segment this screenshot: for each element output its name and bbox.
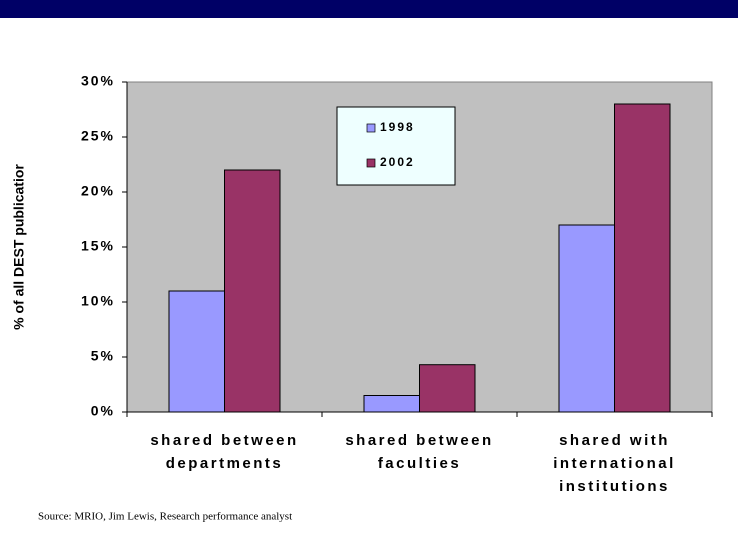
- legend: [336, 106, 456, 186]
- bar: [558, 224, 615, 413]
- source-note: Source: MRIO, Jim Lewis, Research perfor…: [38, 511, 292, 523]
- y-tick-label: 25%: [81, 128, 115, 144]
- x-tick-label: international: [553, 455, 676, 472]
- y-tick-label: 0%: [91, 403, 115, 419]
- x-tick-label: shared between: [150, 432, 298, 449]
- y-tick-label: 30%: [81, 73, 115, 89]
- top-band: [0, 0, 738, 18]
- x-tick-label: departments: [166, 455, 284, 472]
- bar: [419, 364, 476, 413]
- x-tick-label: shared between: [345, 432, 493, 449]
- y-tick-label: 10%: [81, 293, 115, 309]
- legend-swatch: [366, 158, 376, 168]
- y-axis-label: % of all DEST publicatior: [11, 164, 27, 330]
- x-tick-label: faculties: [378, 455, 461, 472]
- bar: [224, 169, 281, 413]
- legend-label: 2002: [380, 155, 415, 169]
- legend-label: 1998: [380, 120, 415, 134]
- bar: [168, 290, 225, 413]
- x-tick-label: shared with: [559, 432, 670, 449]
- legend-swatch: [366, 123, 376, 133]
- x-tick-label: institutions: [559, 478, 670, 495]
- bar: [363, 395, 420, 413]
- bar: [614, 103, 671, 413]
- y-tick-label: 15%: [81, 238, 115, 254]
- y-tick-label: 5%: [91, 348, 115, 364]
- y-tick-label: 20%: [81, 183, 115, 199]
